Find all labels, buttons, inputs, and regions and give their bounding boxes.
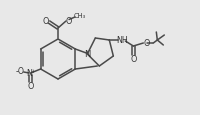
Text: N: N bbox=[27, 69, 33, 78]
Text: +: + bbox=[31, 68, 36, 73]
Text: N: N bbox=[84, 50, 91, 59]
Text: O: O bbox=[130, 55, 137, 63]
Text: O: O bbox=[66, 16, 72, 25]
Text: NH: NH bbox=[116, 36, 128, 45]
Text: O: O bbox=[43, 17, 49, 26]
Text: -O: -O bbox=[15, 67, 24, 76]
Text: O: O bbox=[144, 39, 150, 48]
Text: CH₃: CH₃ bbox=[74, 13, 86, 19]
Text: O: O bbox=[27, 81, 34, 90]
